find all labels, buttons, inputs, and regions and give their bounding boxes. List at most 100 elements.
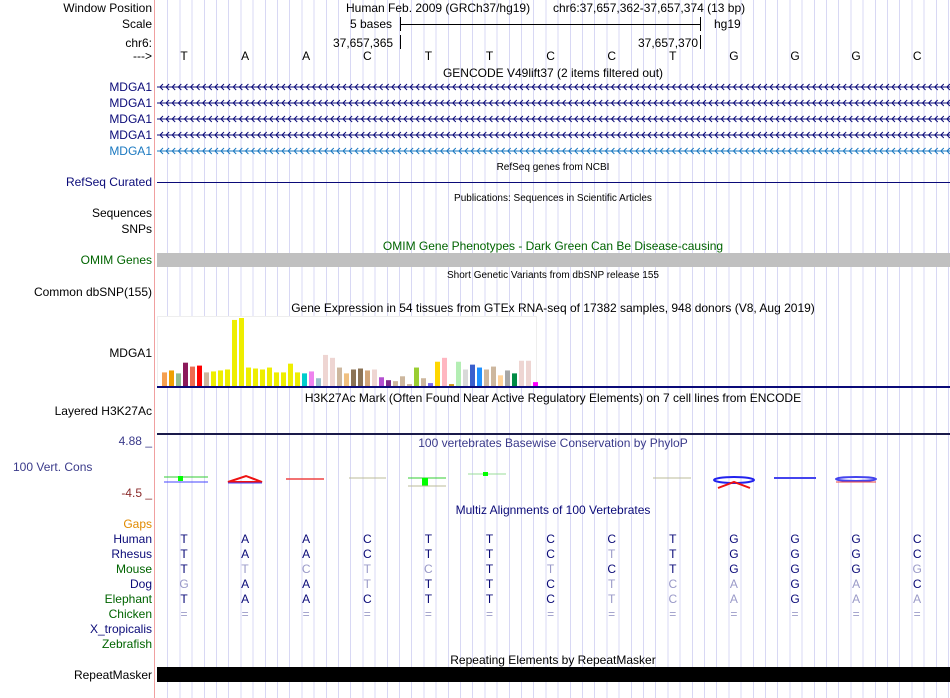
gtex-tissue-bar[interactable] (162, 372, 167, 386)
gtex-tissue-bar[interactable] (225, 369, 230, 386)
gtex-tissue-bar[interactable] (281, 372, 286, 386)
gtex-tissue-bar[interactable] (491, 366, 496, 386)
omim-title[interactable]: OMIM Gene Phenotypes - Dark Green Can Be… (382, 239, 724, 253)
gtex-tissue-bar[interactable] (442, 357, 447, 386)
gtex-tissue-bar[interactable] (204, 372, 209, 386)
snp-title[interactable]: Short Genetic Variants from dbSNP releas… (447, 270, 659, 281)
gtex-tissue-bar[interactable] (428, 383, 433, 386)
gtex-tissue-bar[interactable] (519, 360, 524, 386)
gtex-tissue-bar[interactable] (421, 378, 426, 386)
phylop-plot[interactable] (156, 470, 950, 490)
h3k27ac-label[interactable]: Layered H3K27Ac (54, 404, 152, 418)
gtex-label[interactable]: MDGA1 (109, 346, 152, 360)
gtex-tissue-bar[interactable] (169, 370, 174, 386)
pubs-title[interactable]: Publications: Sequences in Scientific Ar… (454, 193, 652, 204)
gtex-tissue-bar[interactable] (337, 367, 342, 386)
gene-model-minus-strand[interactable] (157, 82, 950, 92)
gtex-tissue-bar[interactable] (400, 376, 405, 386)
gtex-tissue-bar[interactable] (484, 369, 489, 386)
gtex-tissue-bar[interactable] (239, 318, 244, 386)
gtex-tissue-bar[interactable] (526, 360, 531, 386)
gtex-tissue-bar[interactable] (512, 373, 517, 386)
gtex-tissue-bar[interactable] (358, 368, 363, 386)
gene-label[interactable]: MDGA1 (109, 112, 152, 126)
snp-label[interactable]: Common dbSNP(155) (33, 285, 152, 299)
species-label[interactable]: Chicken (108, 607, 152, 621)
gtex-tissue-bar[interactable] (197, 365, 202, 386)
species-label[interactable]: Dog (129, 577, 152, 591)
gtex-tissue-bar[interactable] (505, 370, 510, 386)
repeat-element-bar[interactable] (157, 667, 950, 682)
gene-model-minus-strand[interactable] (157, 114, 950, 124)
gtex-tissue-bar[interactable] (477, 367, 482, 386)
gtex-tissue-bar[interactable] (274, 372, 279, 386)
phylop-label[interactable]: 100 Vert. Cons (13, 460, 93, 474)
omim-label[interactable]: OMIM Genes (80, 253, 152, 267)
repeat-title[interactable]: Repeating Elements by RepeatMasker (450, 653, 656, 667)
gtex-tissue-bar[interactable] (218, 370, 223, 386)
gtex-tissue-bar[interactable] (365, 370, 370, 386)
omim-gene-bar[interactable] (157, 253, 950, 267)
repeat-label[interactable]: RepeatMasker (73, 668, 152, 682)
gtex-tissue-bar[interactable] (393, 381, 398, 386)
gtex-tissue-bar[interactable] (414, 367, 419, 386)
gtex-tissue-bar[interactable] (288, 363, 293, 386)
gencode-title[interactable]: GENCODE V49lift37 (2 items filtered out) (442, 66, 664, 80)
gtex-tissue-bar[interactable] (190, 366, 195, 386)
gene-label[interactable]: MDGA1 (109, 96, 152, 110)
gene-label[interactable]: MDGA1 (109, 128, 152, 142)
gtex-tissue-bar[interactable] (316, 378, 321, 386)
pubs-sequences-label[interactable]: Sequences (91, 206, 152, 220)
gtex-tissue-bar[interactable] (253, 368, 258, 386)
gtex-title[interactable]: Gene Expression in 54 tissues from GTEx … (291, 301, 815, 315)
gtex-tissue-bar[interactable] (456, 361, 461, 386)
gtex-tissue-bar[interactable] (386, 380, 391, 386)
species-label[interactable]: Zebrafish (101, 637, 152, 651)
gtex-tissue-bar[interactable] (498, 375, 503, 386)
gtex-chart[interactable] (157, 316, 950, 388)
gtex-tissue-bar[interactable] (533, 382, 538, 386)
gene-label[interactable]: MDGA1 (109, 80, 152, 94)
h3k27ac-title[interactable]: H3K27Ac Mark (Often Found Near Active Re… (304, 391, 802, 405)
gtex-tissue-bar[interactable] (176, 373, 181, 386)
gtex-tissue-bar[interactable] (302, 373, 307, 386)
refseq-title[interactable]: RefSeq genes from NCBI (496, 162, 610, 173)
gtex-tissue-bar[interactable] (463, 369, 468, 386)
gtex-tissue-bar[interactable] (232, 319, 237, 386)
species-label[interactable]: X_tropicalis (89, 622, 152, 636)
species-label[interactable]: Rhesus (111, 547, 152, 561)
gene-label[interactable]: MDGA1 (109, 144, 152, 158)
gene-model-minus-strand[interactable] (157, 98, 950, 108)
gene-model-minus-strand[interactable] (157, 130, 950, 140)
species-label[interactable]: Human (113, 532, 152, 546)
gtex-tissue-bar[interactable] (379, 377, 384, 386)
refseq-label[interactable]: RefSeq Curated (65, 175, 152, 189)
gtex-tissue-bar[interactable] (372, 369, 377, 386)
gtex-tissue-bar[interactable] (470, 364, 475, 386)
gtex-tissue-bar[interactable] (309, 371, 314, 386)
refseq-line[interactable] (157, 182, 950, 183)
alignment-base: T (424, 547, 433, 561)
gtex-tissue-bar[interactable] (323, 354, 328, 386)
phylop-title[interactable]: 100 vertebrates Basewise Conservation by… (418, 436, 688, 450)
position-text[interactable]: chr6:37,657,362-37,657,374 (13 bp) (553, 1, 746, 15)
gtex-tissue-bar[interactable] (211, 371, 216, 386)
gtex-tissue-bar[interactable] (260, 369, 265, 386)
gtex-tissue-bar[interactable] (449, 384, 454, 386)
gene-model-minus-strand[interactable] (157, 146, 950, 156)
gtex-tissue-bar[interactable] (246, 367, 251, 386)
gtex-tissue-bar[interactable] (330, 357, 335, 386)
gtex-tissue-bar[interactable] (407, 384, 412, 386)
gtex-tissue-bar[interactable] (183, 362, 188, 386)
gtex-tissue-bar[interactable] (295, 372, 300, 386)
gtex-tissue-bar[interactable] (344, 373, 349, 386)
gtex-tissue-bar[interactable] (351, 369, 356, 386)
species-label[interactable]: Mouse (115, 562, 152, 576)
gtex-tissue-bar[interactable] (267, 367, 272, 386)
species-label[interactable]: Elephant (104, 592, 152, 606)
multiz-title[interactable]: Multiz Alignments of 100 Vertebrates (455, 503, 651, 517)
gaps-label[interactable]: Gaps (123, 517, 152, 531)
alignment-base: = (791, 607, 799, 621)
gtex-tissue-bar[interactable] (435, 361, 440, 386)
pubs-snps-label[interactable]: SNPs (121, 222, 152, 236)
